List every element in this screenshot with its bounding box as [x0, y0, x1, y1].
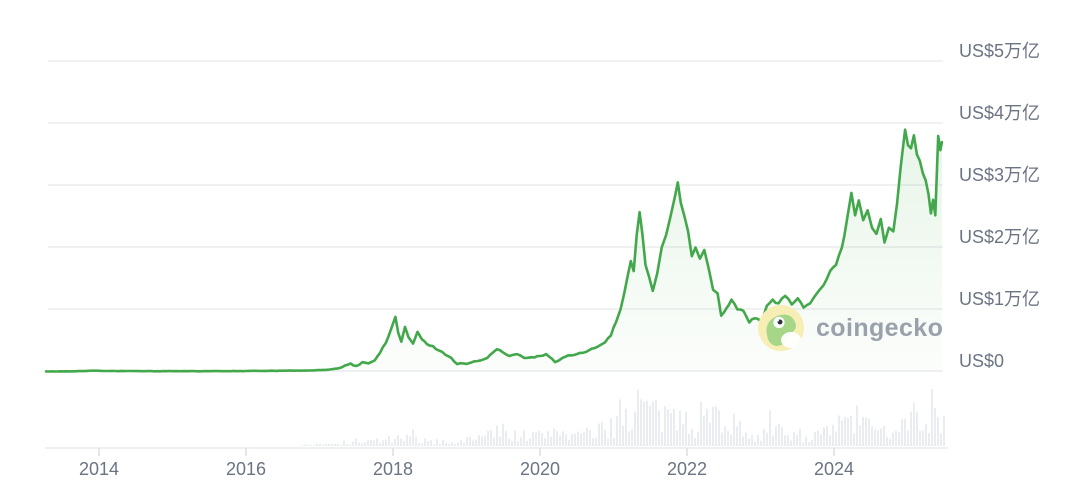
x-label-2020: 2020	[519, 459, 561, 479]
gridline-2t	[48, 246, 943, 248]
x-tick-2022	[686, 448, 688, 456]
x-tick-2024	[833, 448, 835, 456]
x-axis-line	[45, 447, 948, 449]
x-label-2016: 2016	[225, 459, 267, 479]
volume-bars	[301, 389, 945, 446]
x-tick-2014	[98, 448, 100, 456]
y-label-2t: US$2万亿	[959, 227, 1041, 247]
gridline-3t	[48, 184, 943, 186]
gridline-4t	[48, 122, 943, 124]
coingecko-brand-text: coingecko	[816, 313, 944, 342]
gridline-1t	[48, 308, 943, 310]
x-label-2022: 2022	[666, 459, 708, 479]
y-label-3t: US$3万亿	[959, 165, 1041, 185]
y-label-1t: US$1万亿	[959, 289, 1041, 309]
y-label-4t: US$4万亿	[959, 103, 1041, 123]
x-tick-2018	[392, 448, 394, 456]
market-cap-area	[46, 129, 942, 372]
gridline-5t	[48, 60, 943, 62]
x-tick-2020	[539, 448, 541, 456]
market-cap-line	[44, 128, 944, 373]
x-tick-2016	[245, 448, 247, 456]
y-label-0: US$0	[959, 351, 1005, 371]
y-label-5t: US$5万亿	[959, 41, 1041, 61]
x-label-2018: 2018	[372, 459, 414, 479]
x-label-2014: 2014	[78, 459, 120, 479]
coingecko-logo-icon	[758, 305, 804, 351]
coingecko-watermark: coingecko	[757, 304, 943, 352]
x-label-2024: 2024	[813, 459, 855, 479]
